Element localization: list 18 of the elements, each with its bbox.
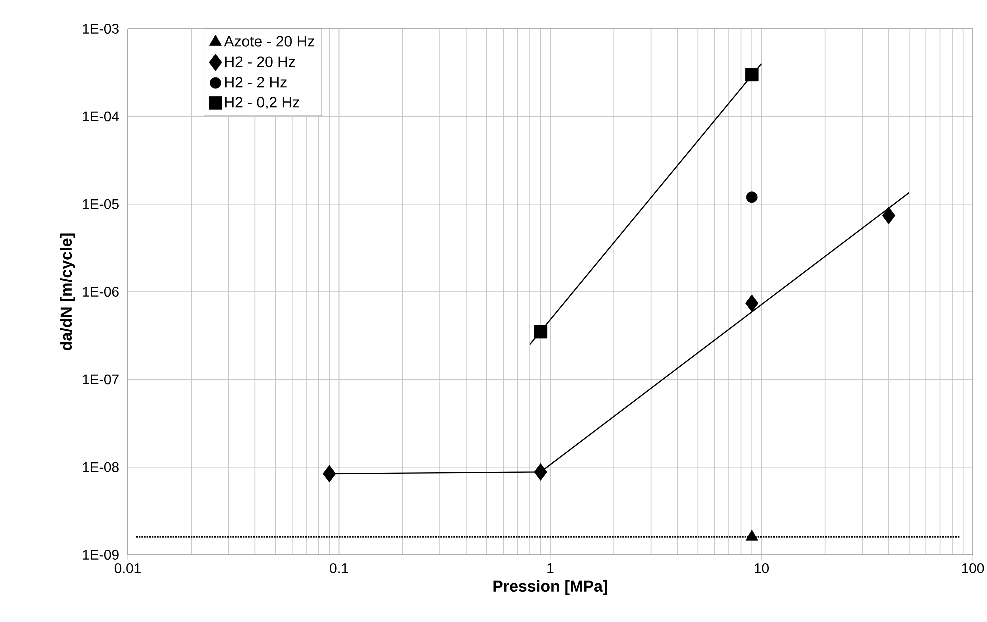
x-tick-label: 0.1: [330, 564, 348, 574]
y-tick-label: 1E-04: [83, 112, 120, 122]
legend-label: Azote - 20 Hz: [224, 36, 314, 47]
legend-label: H2 - 0,2 Hz: [225, 97, 300, 110]
x-tick-label: 0.01: [114, 564, 141, 574]
y-tick-label: 1E-03: [83, 24, 119, 34]
y-tick-label: 1E-08: [83, 462, 119, 472]
legend-label: H2 - 20 Hz: [225, 56, 296, 68]
y-tick-label: 1E-05: [83, 199, 119, 210]
y-tick-label: 1E-06: [83, 287, 119, 297]
x-axis-title: Pression [MPa]: [494, 580, 608, 596]
legend-label: H2 - 2 Hz: [225, 77, 287, 88]
y-tick-label: 1E-09: [83, 550, 119, 560]
x-tick-label: 10: [755, 564, 769, 574]
y-axis-title: da/dN [m/cycle]: [60, 234, 76, 350]
x-tick-label: 1: [548, 564, 554, 574]
y-tick-label: 1E-07: [83, 374, 119, 385]
x-tick-label: 100: [962, 564, 984, 574]
